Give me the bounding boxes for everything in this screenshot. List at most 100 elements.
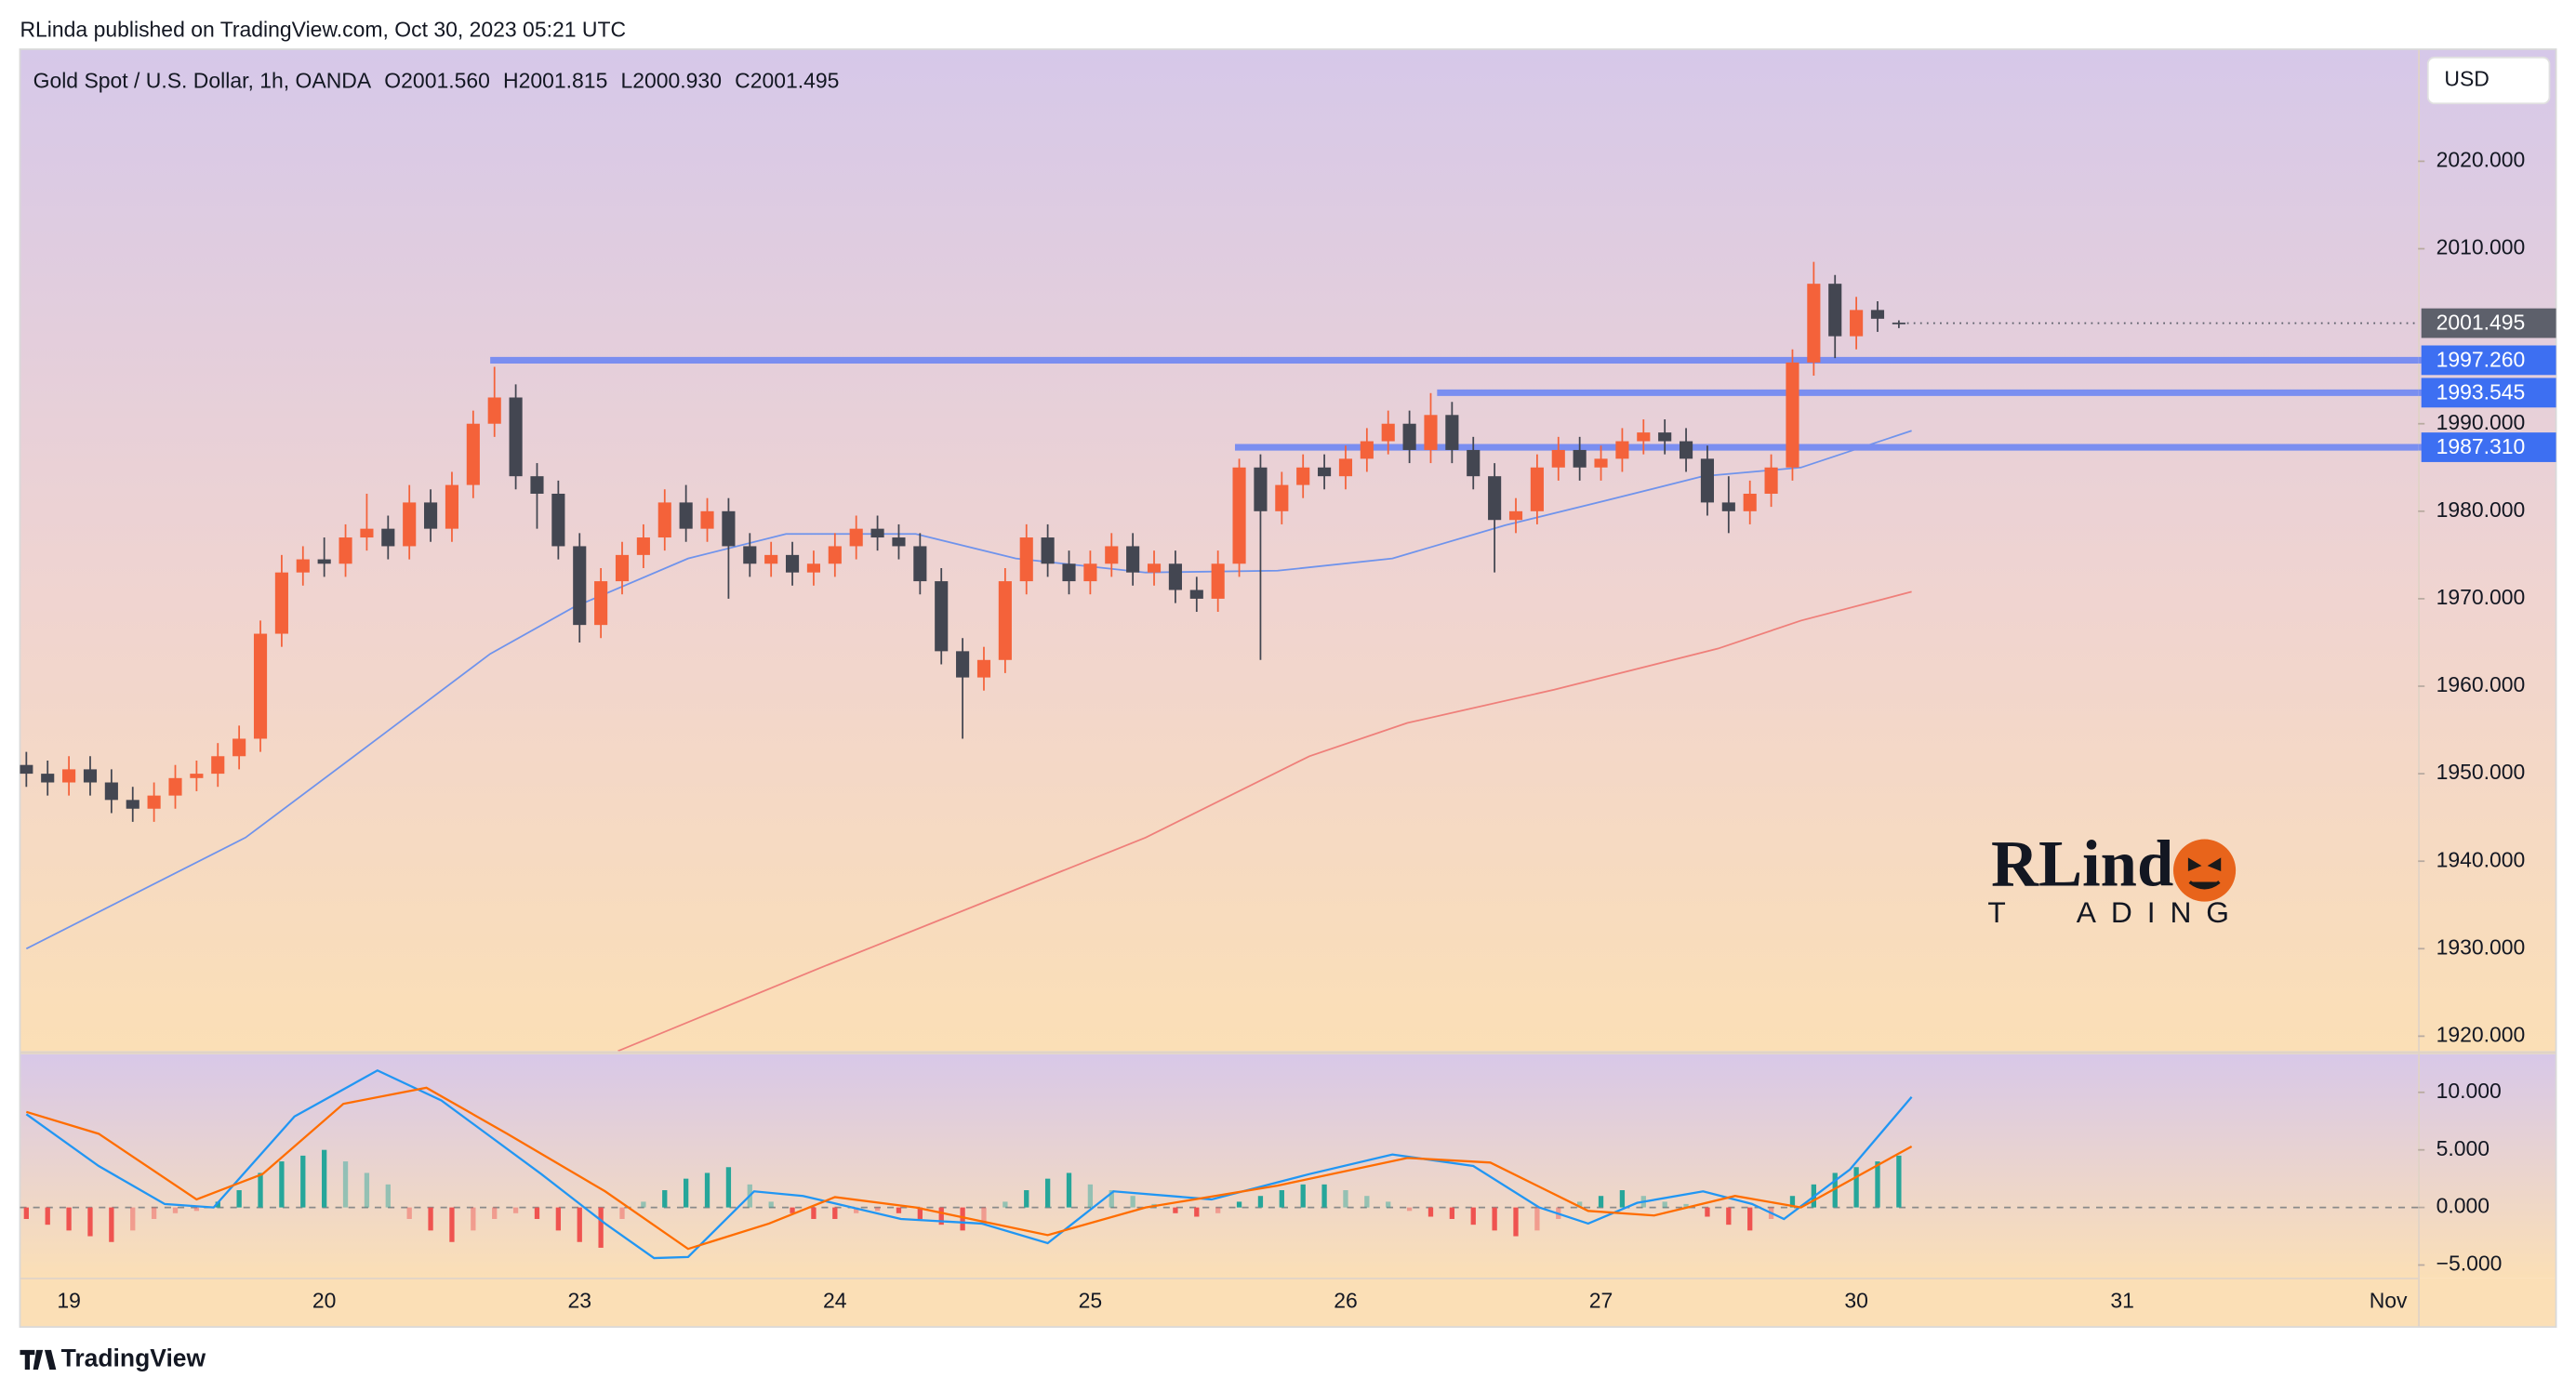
histogram-bar	[322, 1149, 327, 1208]
histogram-bar	[300, 1155, 306, 1208]
histogram-bar	[1044, 1178, 1051, 1208]
candle-body	[998, 581, 1012, 660]
candle-body	[1275, 484, 1289, 511]
candle-body	[147, 795, 161, 809]
candle-body	[1445, 415, 1459, 450]
candle-body	[1764, 467, 1778, 494]
candle-body	[594, 581, 608, 626]
y-tick-label: 2020.000	[2437, 147, 2526, 171]
candle-body	[1338, 458, 1353, 477]
level-label-bg	[2421, 345, 2556, 376]
histogram-bar	[512, 1207, 519, 1213]
macd-line	[26, 1086, 1913, 1251]
histogram-bar	[87, 1207, 93, 1237]
histogram-bar	[1853, 1167, 1859, 1208]
histogram-bar	[854, 1207, 859, 1213]
candle-body	[935, 581, 949, 652]
histogram-bar	[534, 1207, 540, 1219]
legend-value: H2001.815	[503, 68, 607, 92]
x-tick-label: 30	[1844, 1289, 1868, 1313]
histogram-bar	[1875, 1161, 1880, 1208]
histogram-bar	[258, 1172, 263, 1208]
brand-logo	[20, 1349, 57, 1371]
histogram-bar	[832, 1207, 838, 1219]
frame	[19, 48, 2557, 1328]
candle-body	[1318, 467, 1332, 477]
histogram-bar	[1683, 1203, 1689, 1208]
candle-body	[126, 800, 139, 809]
candle-body	[700, 510, 714, 529]
candle-body	[1296, 467, 1310, 485]
histogram-bar	[1236, 1201, 1242, 1208]
histogram-bar	[1109, 1190, 1114, 1208]
x-tick-label: 27	[1589, 1289, 1613, 1313]
candle-body	[1679, 441, 1693, 459]
candle-body	[1402, 423, 1416, 450]
candle-body	[62, 769, 76, 783]
y-tick-label: 1950.000	[2437, 760, 2526, 784]
x-tick-label: 23	[567, 1289, 591, 1313]
last-price-bg	[2421, 308, 2556, 338]
candle-body	[1254, 467, 1268, 511]
currency: USD	[2444, 67, 2489, 91]
watermark-top: RLind	[1991, 828, 2173, 900]
candle-body	[487, 397, 501, 424]
brand: TradingView	[61, 1344, 206, 1371]
y-tick-label: 1920.000	[2437, 1022, 2526, 1046]
candle-body	[1850, 310, 1864, 337]
histogram-bar	[1896, 1155, 1902, 1208]
moving-average	[617, 590, 1912, 1052]
histogram-bar	[342, 1161, 349, 1208]
candle-body	[1658, 432, 1672, 442]
candle-body	[976, 659, 991, 678]
candle-body	[657, 502, 671, 538]
main-pane	[20, 48, 2556, 1052]
x-tick-label: 20	[312, 1289, 337, 1313]
histogram-bar	[151, 1207, 157, 1219]
candle-body	[232, 738, 246, 757]
time-axis	[20, 1278, 2556, 1328]
candle-body	[1700, 458, 1715, 503]
histogram-bar	[236, 1190, 242, 1208]
histogram-bar	[1747, 1207, 1753, 1231]
histogram-bar	[1087, 1184, 1094, 1208]
histogram-bar	[1024, 1190, 1029, 1208]
candle-body	[360, 528, 374, 538]
candle-body	[41, 774, 55, 783]
x-tick-label: 24	[823, 1289, 847, 1313]
histogram-bar	[1406, 1207, 1413, 1212]
y-tick-label: 1930.000	[2437, 934, 2526, 959]
histogram-bar	[1619, 1190, 1626, 1208]
symbol: Gold Spot / U.S. Dollar, 1h, OANDA	[33, 68, 372, 92]
currency-button[interactable]	[2426, 56, 2551, 105]
candle-body	[1615, 441, 1629, 459]
histogram-bar	[1343, 1190, 1348, 1208]
publisher: RLinda published on TradingView.com, Oct…	[20, 18, 626, 42]
histogram-bar	[1789, 1196, 1796, 1208]
histogram-bar	[1003, 1201, 1008, 1208]
histogram-bar	[1364, 1196, 1370, 1208]
candle-body	[424, 502, 438, 529]
histogram-bar	[577, 1207, 582, 1242]
candle-body	[1189, 590, 1203, 599]
histogram-bar	[896, 1207, 902, 1213]
histogram-bar	[1492, 1207, 1497, 1231]
candle-body	[339, 537, 352, 564]
level-label: 1993.545	[2437, 379, 2526, 404]
candle-body	[1508, 510, 1523, 521]
histogram-bar	[1300, 1184, 1306, 1208]
macd-y-tick-label: 5.000	[2437, 1136, 2490, 1160]
candle-body	[1168, 563, 1182, 590]
candle-body	[274, 572, 288, 634]
candle-body	[551, 493, 565, 547]
macd-y-tick-label: 10.000	[2437, 1079, 2502, 1103]
x-tick-label: 31	[2110, 1289, 2134, 1313]
histogram-bar	[1449, 1207, 1455, 1219]
histogram-bar	[1279, 1190, 1284, 1208]
histogram-bar	[874, 1207, 881, 1212]
price-axis: 1920.000 1930.000 1940.000 1950.000 1960.000…	[2418, 147, 2556, 1276]
histogram-bar	[172, 1207, 179, 1213]
histogram-bar	[917, 1207, 923, 1219]
histogram-bar	[1215, 1207, 1221, 1213]
histogram-bar	[428, 1207, 433, 1231]
